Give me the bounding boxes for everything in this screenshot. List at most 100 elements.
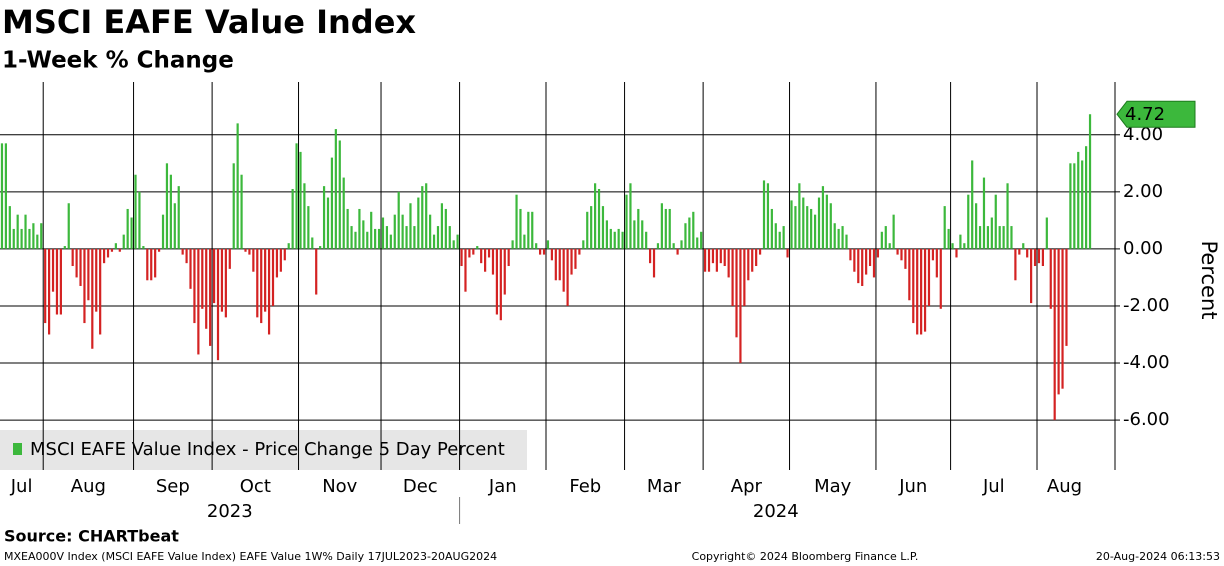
x-tick-label: Nov (322, 476, 357, 497)
x-tick-label: Mar (647, 476, 682, 497)
bar (574, 248, 577, 269)
bar (539, 248, 542, 255)
bar (110, 248, 114, 252)
x-tick-label: May (814, 476, 852, 497)
bar (370, 211, 373, 249)
bar (1006, 183, 1009, 249)
bar (986, 226, 990, 249)
bar (330, 157, 334, 249)
footer-left: MXEA000V Index (MSCI EAFE Value Index) E… (4, 550, 497, 563)
bar (468, 248, 471, 258)
bar (531, 211, 534, 249)
bar (472, 248, 475, 255)
bar (978, 226, 982, 249)
bar (452, 240, 455, 249)
x-tick-label: Aug (71, 476, 106, 497)
bar (963, 243, 966, 249)
bar (165, 163, 169, 249)
bar (770, 208, 773, 249)
x-tick-label: Jan (488, 476, 517, 497)
bar (939, 248, 942, 309)
bar (389, 234, 392, 249)
bar (236, 123, 239, 249)
bar (841, 226, 844, 249)
bar (739, 248, 742, 364)
bar (319, 246, 322, 249)
bar (464, 248, 467, 292)
bar (59, 248, 62, 315)
x-tick-label: Aug (1047, 476, 1082, 497)
bar (118, 248, 121, 252)
bar (947, 228, 950, 249)
bar (727, 248, 730, 278)
bar (51, 248, 55, 292)
bar (613, 231, 616, 249)
bar (55, 248, 59, 315)
bar (28, 228, 31, 249)
bar (499, 248, 502, 321)
bar (916, 248, 919, 335)
bar (633, 220, 636, 249)
bar (20, 228, 23, 249)
bar (558, 248, 561, 281)
bar (256, 248, 259, 318)
bar (354, 231, 357, 249)
bar (861, 248, 864, 286)
y-tick-label: -2.00 (1123, 295, 1170, 316)
bar (12, 228, 15, 249)
bar (303, 183, 306, 249)
bar (609, 228, 612, 249)
x-tick-label: Jul (982, 476, 1005, 497)
bar (1061, 248, 1064, 389)
bar (134, 174, 137, 249)
bar (63, 246, 66, 249)
bar (440, 203, 444, 249)
bar (998, 226, 1001, 249)
y-tick-label: -4.00 (1123, 352, 1170, 373)
bar (177, 186, 180, 249)
bar (161, 214, 165, 249)
bar (484, 248, 487, 272)
bar (629, 183, 632, 249)
bar (904, 248, 907, 269)
bar (935, 248, 938, 278)
bar (912, 248, 915, 324)
bar (711, 248, 715, 264)
bar (209, 248, 212, 346)
bar (260, 248, 263, 324)
bar (668, 208, 671, 249)
bar (24, 214, 27, 249)
bar (782, 226, 785, 249)
bar (853, 248, 856, 272)
bar (1018, 248, 1021, 255)
bar (271, 248, 275, 306)
bar (216, 248, 220, 361)
bar (507, 248, 510, 267)
bar (872, 248, 876, 278)
legend-marker (13, 443, 22, 455)
bar (48, 248, 51, 335)
bar (637, 208, 640, 249)
bar (429, 214, 432, 249)
bar (358, 208, 361, 249)
bar (688, 217, 691, 249)
bar (8, 206, 11, 249)
bar (908, 248, 911, 301)
bar (751, 248, 754, 272)
bar (228, 248, 231, 269)
x-tick-label: Dec (403, 476, 438, 497)
bar (786, 248, 789, 258)
bar (641, 220, 644, 249)
bar (173, 203, 176, 249)
legend-label: MSCI EAFE Value Index - Price Change 5 D… (30, 439, 505, 460)
bar (1041, 248, 1044, 267)
x-tick-label: Oct (240, 476, 271, 497)
bar (735, 248, 738, 338)
bar (703, 248, 707, 272)
bar (723, 248, 726, 267)
bar (542, 248, 546, 255)
bar (405, 226, 408, 249)
bar (617, 228, 620, 249)
bar (326, 197, 330, 249)
bar (1037, 248, 1041, 264)
